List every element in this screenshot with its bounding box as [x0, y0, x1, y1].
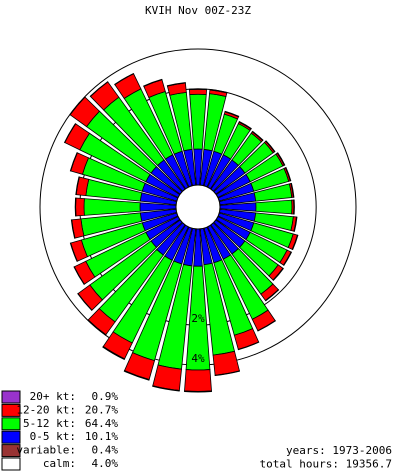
- legend-value: 0.4%: [92, 444, 119, 457]
- wedge-segment: [73, 266, 85, 286]
- wedge-segment: [87, 319, 107, 336]
- wedge-segment: [257, 320, 277, 332]
- wedge-segment: [209, 88, 228, 94]
- wedge-segment: [238, 121, 252, 130]
- wedge-segment: [255, 199, 293, 215]
- legend-swatch: [1, 390, 21, 404]
- footer-text: total hours: 19356.7: [260, 457, 392, 470]
- legend-swatch: [1, 444, 21, 458]
- wedge-segment: [290, 182, 295, 198]
- legend-swatch: [1, 430, 21, 444]
- wedge-segment: [69, 242, 78, 262]
- wedge-segment: [143, 78, 163, 87]
- legend-value: 4.0%: [92, 457, 119, 470]
- wedge-segment: [276, 152, 286, 166]
- wedge-segment: [293, 199, 295, 215]
- wedge-segment: [282, 251, 293, 266]
- wedge-segment: [123, 370, 150, 381]
- ring-label: 2%: [191, 312, 205, 325]
- wedge-segment: [69, 152, 78, 172]
- wedge-segment: [63, 123, 77, 144]
- wedge-segment: [214, 370, 241, 376]
- legend-value: 0.9%: [92, 390, 119, 403]
- wedge-segment: [237, 341, 260, 351]
- wedge-segment: [184, 369, 212, 392]
- wedge-segment: [74, 197, 77, 217]
- ring-label: 4%: [191, 352, 205, 365]
- legend-label: calm:: [43, 457, 76, 470]
- legend-value: 64.4%: [85, 417, 118, 430]
- wedge-segment: [102, 345, 126, 361]
- legend-label: variable:: [16, 444, 76, 457]
- wedge-segment: [284, 166, 292, 182]
- chart-title: KVIH Nov 00Z-23Z: [145, 4, 251, 17]
- legend-value: 10.1%: [85, 430, 118, 443]
- wedge-segment: [70, 219, 76, 239]
- calm-circle: [175, 184, 221, 230]
- wedge-segment: [166, 82, 186, 87]
- wedge-segment: [224, 110, 240, 118]
- wedge-segment: [272, 267, 284, 281]
- wedge-segment: [184, 390, 212, 393]
- wedge-segment: [265, 140, 276, 153]
- wedge-segment: [264, 289, 280, 302]
- wedge-segment: [152, 385, 180, 392]
- legend-label: 5-12 kt:: [23, 417, 76, 430]
- wedge-segment: [188, 88, 208, 91]
- legend-swatch: [1, 457, 21, 471]
- wedge-segment: [77, 292, 93, 311]
- legend-swatch: [1, 403, 21, 417]
- wedge-segment: [75, 197, 85, 217]
- wedge-segment: [188, 88, 208, 96]
- footer-text: years: 1973-2006: [286, 444, 392, 457]
- wedge-segment: [291, 234, 299, 251]
- wedge-segment: [75, 176, 80, 196]
- wedge-segment: [89, 81, 109, 98]
- wedge-segment: [114, 72, 135, 86]
- legend-label: 12-20 kt:: [16, 403, 76, 416]
- legend-label: 0-5 kt:: [30, 430, 76, 443]
- legend-swatch: [1, 417, 21, 431]
- legend-value: 20.7%: [85, 403, 118, 416]
- wedge-segment: [69, 96, 86, 116]
- wedge-segment: [293, 216, 298, 232]
- wedge-segment: [251, 130, 264, 142]
- legend-label: 20+ kt:: [30, 390, 76, 403]
